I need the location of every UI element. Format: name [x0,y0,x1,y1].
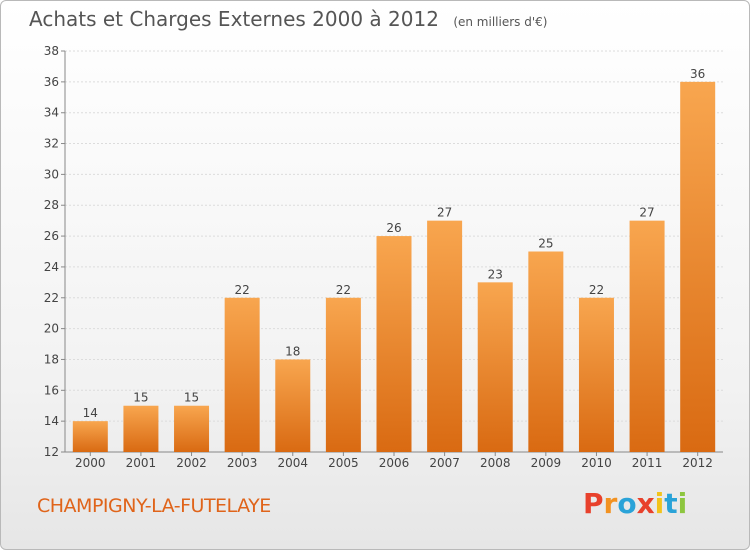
logo-letter: P [583,487,604,520]
bar-2001 [123,405,159,452]
data-label-2001: 15 [133,391,148,405]
y-tick-label: 18 [44,352,59,366]
y-tick-label: 32 [44,137,59,151]
data-label-2007: 27 [437,206,452,220]
place-name: CHAMPIGNY-LA-FUTELAYE [37,495,271,517]
labels: 12 14 16 18 20 22 24 26 28 30 32 34 36 38 14 2000 15 2001… [44,44,713,470]
data-label-2010: 22 [589,283,604,297]
data-label-2011: 27 [639,206,654,220]
x-tick-label-2012: 2012 [682,456,713,470]
x-tick-label-2005: 2005 [328,456,359,470]
x-tick-label-2009: 2009 [531,456,562,470]
data-label-2002: 15 [184,391,199,405]
bar-2006 [376,236,412,452]
chart-unit-note: (en milliers d'€) [453,15,548,29]
bar-2003 [224,297,260,452]
bar-2012 [680,81,716,452]
data-label-2004: 18 [285,344,300,358]
data-label-2008: 23 [488,267,503,281]
y-tick-label: 28 [44,198,59,212]
x-tick-label-2004: 2004 [277,456,308,470]
logo-letter: r [603,487,618,520]
x-tick-label-2002: 2002 [176,456,207,470]
y-tick-label: 12 [44,445,59,459]
logo-letter: o [617,487,637,520]
bar-2004 [275,359,311,452]
data-label-2003: 22 [235,283,250,297]
y-tick-label: 34 [44,106,59,120]
data-label-2000: 14 [83,406,98,420]
bar-2000 [72,421,108,452]
data-label-2006: 26 [386,221,401,235]
y-tick-label: 38 [44,44,59,58]
y-tick-label: 16 [44,383,59,397]
logo-letter: t [664,487,678,520]
logo-letter: i [654,487,665,520]
x-tick-label-2006: 2006 [379,456,410,470]
y-tick-label: 22 [44,291,59,305]
x-tick-label-2000: 2000 [75,456,106,470]
x-tick-label-2003: 2003 [227,456,258,470]
bar-2010 [578,297,614,452]
y-tick-label: 20 [44,322,59,336]
y-tick-label: 36 [44,75,59,89]
data-label-2005: 22 [336,283,351,297]
x-tick-label-2008: 2008 [480,456,511,470]
x-tick-label-2011: 2011 [632,456,663,470]
bar-2002 [174,405,210,452]
bar-2009 [528,251,564,452]
chart-title: Achats et Charges Externes 2000 à 2012 (… [29,7,547,31]
data-label-2012: 36 [690,67,705,81]
y-tick-label: 30 [44,167,59,181]
y-tick-label: 24 [44,260,59,274]
x-tick-label-2001: 2001 [126,456,157,470]
x-tick-label-2007: 2007 [429,456,460,470]
bar-2007 [427,220,463,452]
chart-title-text: Achats et Charges Externes 2000 à 2012 [29,7,439,31]
proxiti-logo: Proxiti [583,487,687,520]
data-label-2009: 25 [538,237,553,251]
x-tick-label-2010: 2010 [581,456,612,470]
bar-2008 [477,282,513,452]
y-tick-label: 14 [44,414,59,428]
bar-2005 [325,297,361,452]
bar-2011 [629,220,665,452]
logo-letter: i [677,487,688,520]
logo-letter: x [636,487,655,520]
bars [72,81,716,452]
y-tick-label: 26 [44,229,59,243]
